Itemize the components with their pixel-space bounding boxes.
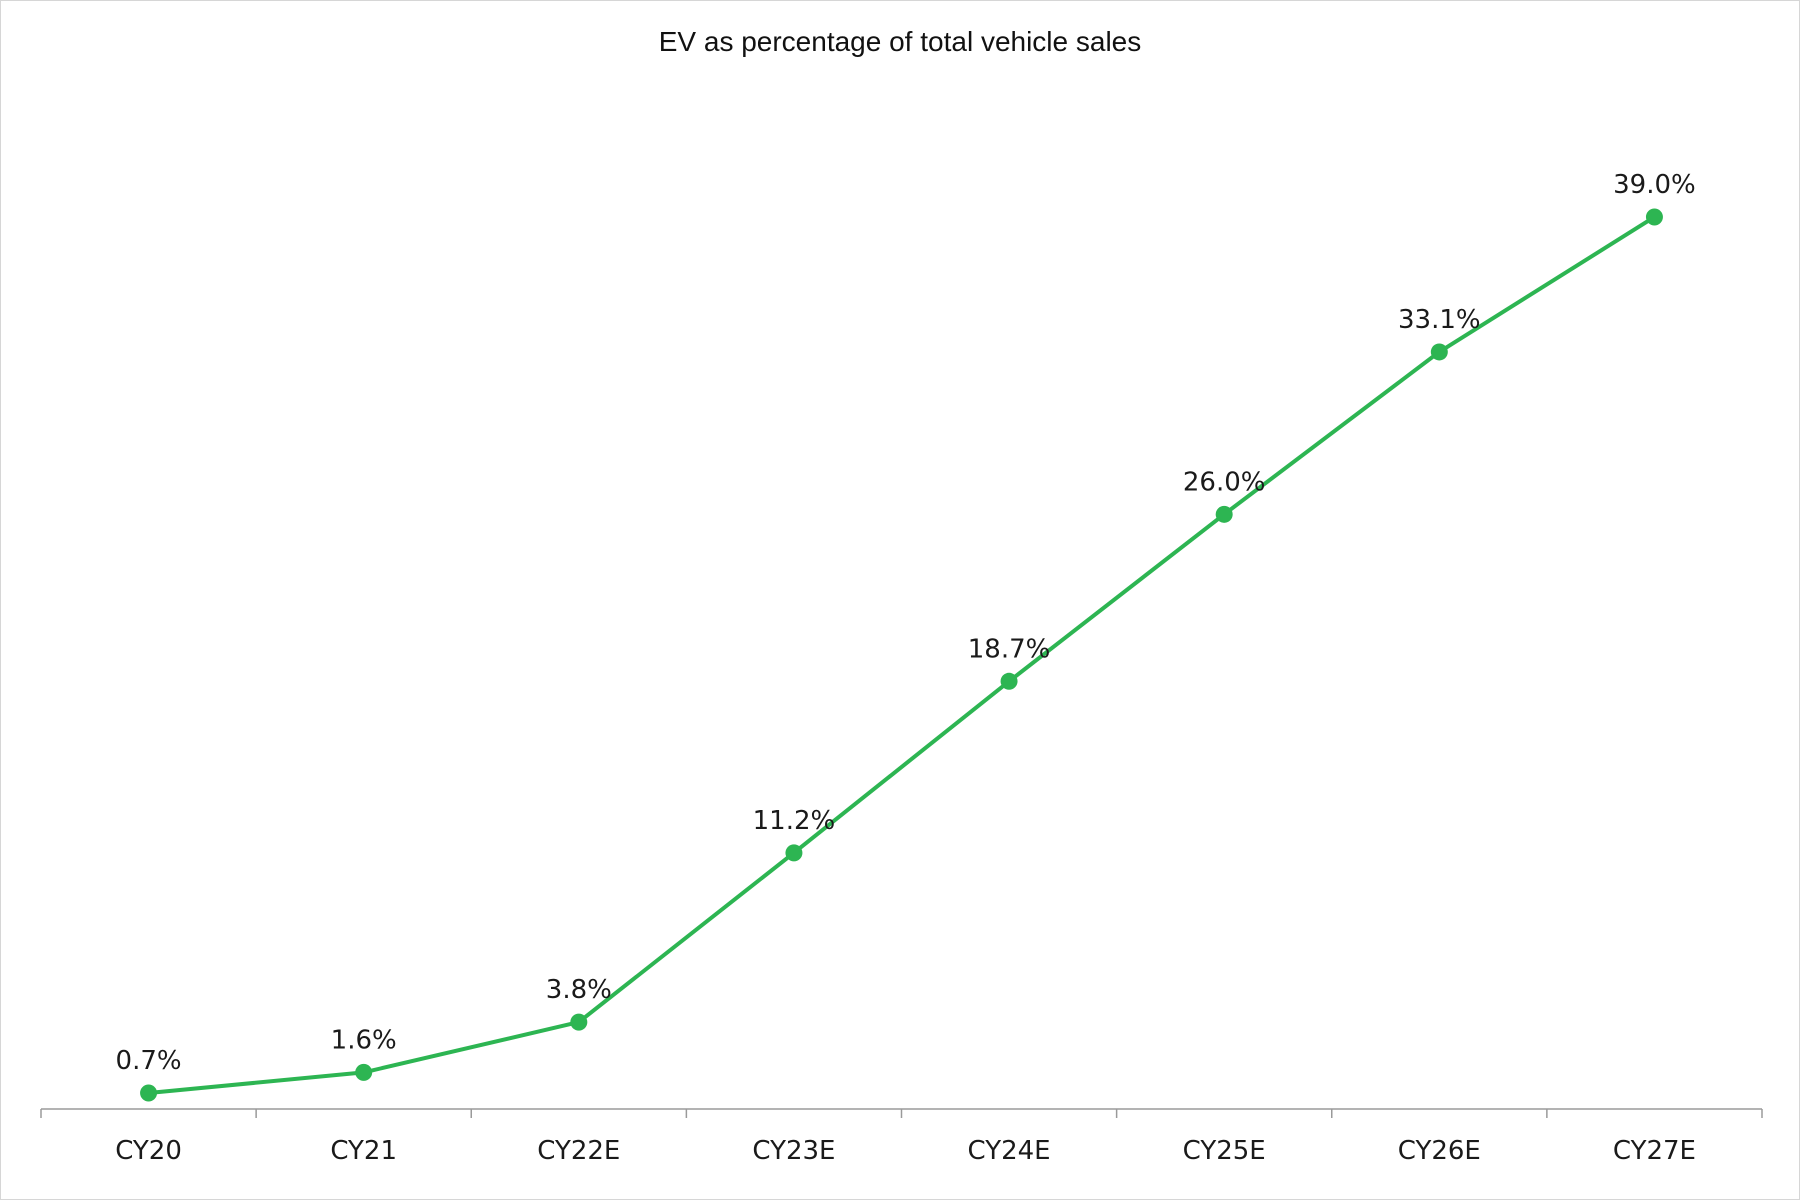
chart-title: EV as percentage of total vehicle sales bbox=[659, 26, 1142, 57]
data-label: 39.0% bbox=[1613, 170, 1696, 200]
x-axis bbox=[40, 1108, 1763, 1118]
data-point bbox=[1645, 208, 1663, 226]
x-tick-label: CY23E bbox=[752, 1136, 835, 1166]
data-point bbox=[1000, 672, 1018, 690]
data-point bbox=[140, 1084, 158, 1102]
data-label: 26.0% bbox=[1183, 467, 1266, 497]
x-tick-label: CY27E bbox=[1613, 1136, 1696, 1166]
x-tick-label: CY21 bbox=[330, 1136, 397, 1166]
x-tick-label: CY26E bbox=[1398, 1136, 1481, 1166]
x-tick-label: CY25E bbox=[1183, 1136, 1266, 1166]
data-label: 1.6% bbox=[331, 1025, 397, 1055]
x-tick-label: CY20 bbox=[115, 1136, 182, 1166]
data-label: 11.2% bbox=[753, 806, 836, 836]
x-tick-label: CY24E bbox=[968, 1136, 1051, 1166]
data-point bbox=[355, 1063, 373, 1081]
data-label: 18.7% bbox=[968, 634, 1051, 664]
series-line bbox=[146, 215, 1657, 1095]
data-labels: 0.7% 1.6% 3.8% 11.2% 18.7% 26.0% 33.1% 39.0% bbox=[116, 170, 1696, 1076]
data-label: 0.7% bbox=[116, 1046, 182, 1076]
data-point bbox=[1215, 505, 1233, 523]
series-layer bbox=[140, 208, 1663, 1102]
data-point bbox=[785, 844, 803, 862]
data-label: 33.1% bbox=[1398, 305, 1481, 335]
x-tick-label: CY22E bbox=[537, 1136, 620, 1166]
data-label: 3.8% bbox=[546, 975, 612, 1005]
data-point bbox=[570, 1013, 588, 1031]
x-tick-labels: CY20 CY21 CY22E CY23E CY24E CY25E CY26E CY27E bbox=[115, 1136, 1696, 1166]
data-point bbox=[1430, 343, 1448, 361]
